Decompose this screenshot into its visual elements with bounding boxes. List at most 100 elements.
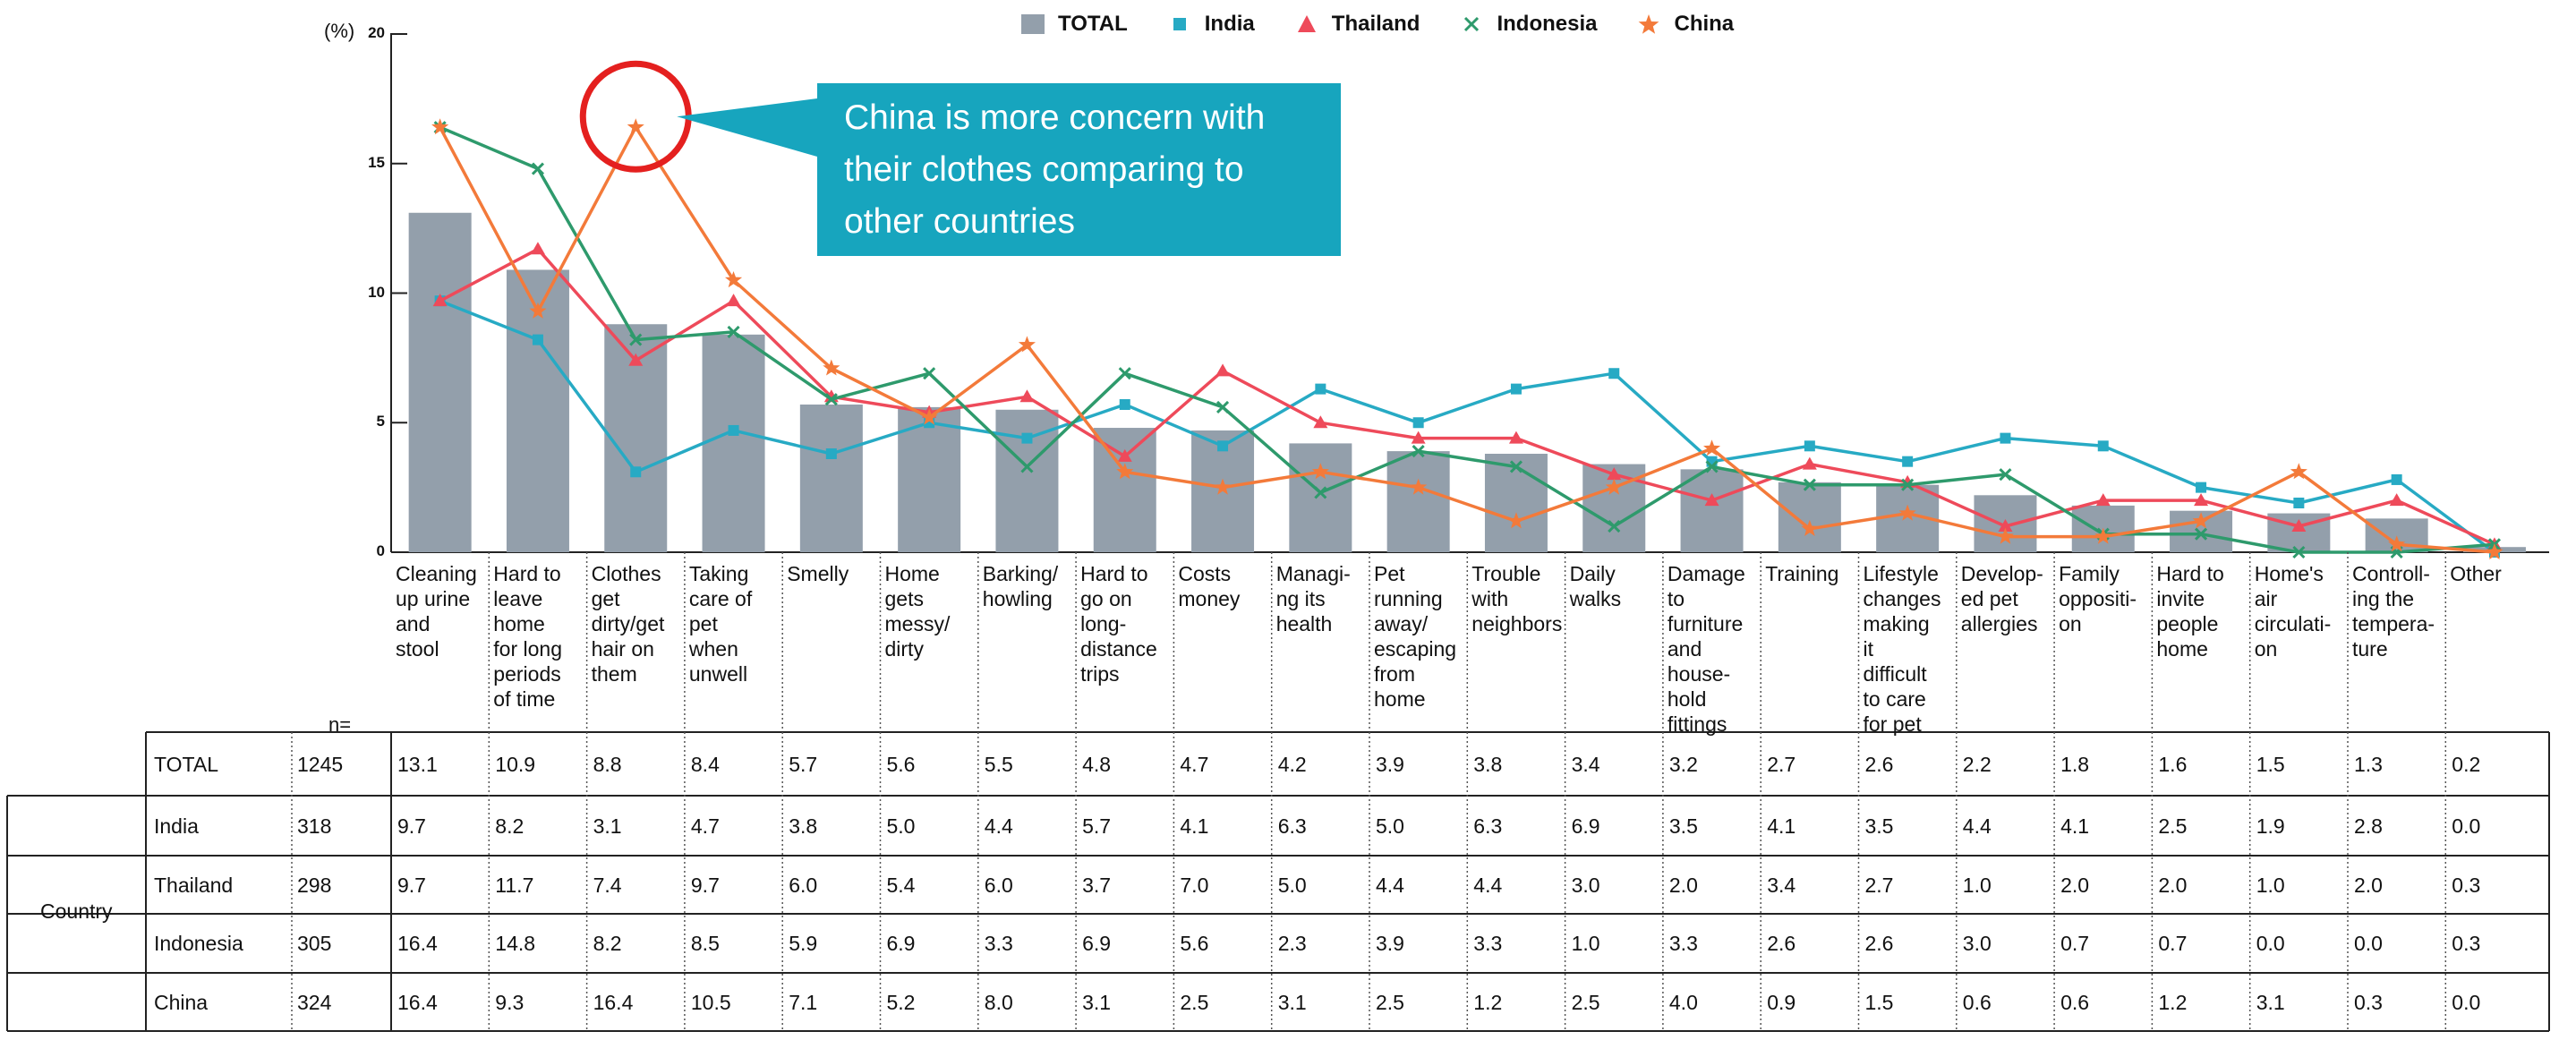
legend-item-total: TOTAL bbox=[1020, 12, 1128, 37]
legend-marker bbox=[1021, 14, 1045, 34]
category-label-line: house- bbox=[1667, 662, 1731, 686]
marker-indonesia bbox=[824, 393, 838, 406]
legend-marker bbox=[1297, 15, 1316, 32]
marker-india bbox=[2391, 473, 2402, 485]
table-cell: 3.5 bbox=[1668, 814, 1698, 838]
table-cell: 5.9 bbox=[789, 932, 818, 955]
table-cell: 8.4 bbox=[690, 752, 720, 776]
category-label-line: Home bbox=[884, 562, 940, 585]
marker-india bbox=[2196, 482, 2207, 493]
category-label-line: it bbox=[1863, 637, 1874, 661]
marker-indonesia bbox=[923, 367, 936, 380]
legend-item-india: India bbox=[1167, 12, 1255, 37]
marker-china bbox=[920, 408, 938, 425]
category-label-line: invite bbox=[2156, 587, 2205, 610]
marker-indonesia bbox=[1020, 460, 1034, 473]
category-label-line: home bbox=[2156, 637, 2208, 661]
marker-indonesia bbox=[1803, 478, 1816, 491]
marker-china bbox=[1311, 463, 1329, 480]
category-label-line: to care bbox=[1863, 687, 1926, 711]
highlight-circle bbox=[579, 60, 692, 173]
table-cell: 2.5 bbox=[1180, 990, 1209, 1014]
table-cell: 4.2 bbox=[1277, 752, 1307, 776]
legend-marker bbox=[1464, 16, 1480, 32]
category-label-line: hold bbox=[1667, 687, 1707, 711]
table-cell: 6.9 bbox=[1571, 814, 1600, 838]
table-cell: 10.9 bbox=[495, 752, 536, 776]
table-cell: 0.0 bbox=[2256, 932, 2285, 955]
marker-china bbox=[1116, 463, 1134, 480]
table-cell: 2.7 bbox=[1864, 873, 1894, 897]
category-label-line: Hard to bbox=[493, 562, 561, 585]
bar-total bbox=[1386, 451, 1450, 552]
marker-india bbox=[1021, 432, 1033, 444]
table-cell: 13.1 bbox=[397, 752, 438, 776]
table-cell: 4.4 bbox=[1473, 873, 1503, 897]
category-label: Cleaning up urine and stool bbox=[396, 561, 488, 661]
table-cell: 2.0 bbox=[2354, 873, 2383, 897]
category-label-line: Hard to bbox=[2156, 562, 2224, 585]
table-cell: 7.0 bbox=[1180, 873, 1209, 897]
annotation-callout: China is more concern with their clothes… bbox=[817, 83, 1341, 256]
category-label-line: changes bbox=[1863, 587, 1941, 610]
table-cell: 1.3 bbox=[2354, 752, 2383, 776]
category-label: Family oppositi-on bbox=[2059, 561, 2151, 636]
table-cell: 4.7 bbox=[1180, 752, 1209, 776]
category-label-line: neighbors bbox=[1471, 612, 1563, 635]
marker-indonesia bbox=[727, 325, 740, 338]
table-cell: 5.0 bbox=[1277, 873, 1307, 897]
bar-total bbox=[506, 269, 569, 552]
marker-indonesia bbox=[1314, 486, 1327, 499]
category-label: Training bbox=[1765, 561, 1857, 586]
table-cell: 1.2 bbox=[1473, 990, 1503, 1014]
table-cell: 9.7 bbox=[397, 814, 426, 838]
marker-thailand bbox=[1802, 456, 1817, 470]
category-label-line: oppositi- bbox=[2059, 587, 2137, 610]
table-cell: 1.6 bbox=[2158, 752, 2188, 776]
marker-china bbox=[1801, 519, 1819, 536]
category-label: Home's air circulati-on bbox=[2255, 561, 2347, 661]
category-label-line: for pet bbox=[1863, 712, 1922, 736]
table-cell: 4.1 bbox=[1767, 814, 1796, 838]
table-cell: 8.0 bbox=[984, 990, 1013, 1014]
table-cell: 9.7 bbox=[397, 873, 426, 897]
category-label: Lifestyle changes making it difficult to care… bbox=[1864, 561, 1956, 737]
category-label-line: for long bbox=[493, 637, 563, 661]
category-label-line: tempera- bbox=[2352, 612, 2435, 635]
y-axis-unit: (%) bbox=[324, 20, 355, 42]
marker-indonesia bbox=[1705, 460, 1719, 473]
table-cell: 2.5 bbox=[1571, 990, 1600, 1014]
marker-thailand bbox=[1607, 467, 1622, 481]
table-cell: 3.7 bbox=[1082, 873, 1112, 897]
table-cell: 2.7 bbox=[1767, 752, 1796, 776]
category-label-line: ed pet bbox=[1960, 587, 2018, 610]
callout-pointer bbox=[677, 98, 817, 157]
marker-thailand bbox=[2194, 493, 2209, 507]
table-cell: 3.0 bbox=[1962, 932, 1992, 955]
legend-label: Thailand bbox=[1331, 12, 1420, 36]
marker-indonesia bbox=[629, 333, 643, 346]
category-label-line: go on bbox=[1080, 587, 1132, 610]
annotation-line-2: their clothes comparing to bbox=[844, 150, 1244, 189]
legend-item-thailand: Thailand bbox=[1294, 12, 1420, 37]
category-label-line: ng its bbox=[1275, 587, 1326, 610]
row-header: Indonesia bbox=[154, 932, 243, 955]
category-label-line: fittings bbox=[1667, 712, 1727, 736]
category-label: Managi-ng its health bbox=[1276, 561, 1369, 636]
table-cell: 8.2 bbox=[593, 932, 622, 955]
row-n: 1245 bbox=[297, 752, 344, 776]
category-label-line: dirty bbox=[884, 637, 924, 661]
category-label-line: dirty/get bbox=[591, 612, 665, 635]
marker-china bbox=[725, 271, 743, 288]
marker-india bbox=[1119, 398, 1130, 410]
table-cell: 2.6 bbox=[1864, 752, 1894, 776]
table-cell: 3.3 bbox=[1473, 932, 1503, 955]
n-header: n= bbox=[328, 713, 352, 736]
table-cell: 5.6 bbox=[1180, 932, 1209, 955]
marker-thailand bbox=[432, 294, 448, 307]
category-label-line: home bbox=[1374, 687, 1426, 711]
category-label-line: Develop- bbox=[1960, 562, 2043, 585]
marker-china bbox=[1703, 439, 1721, 456]
marker-thailand bbox=[726, 294, 741, 307]
